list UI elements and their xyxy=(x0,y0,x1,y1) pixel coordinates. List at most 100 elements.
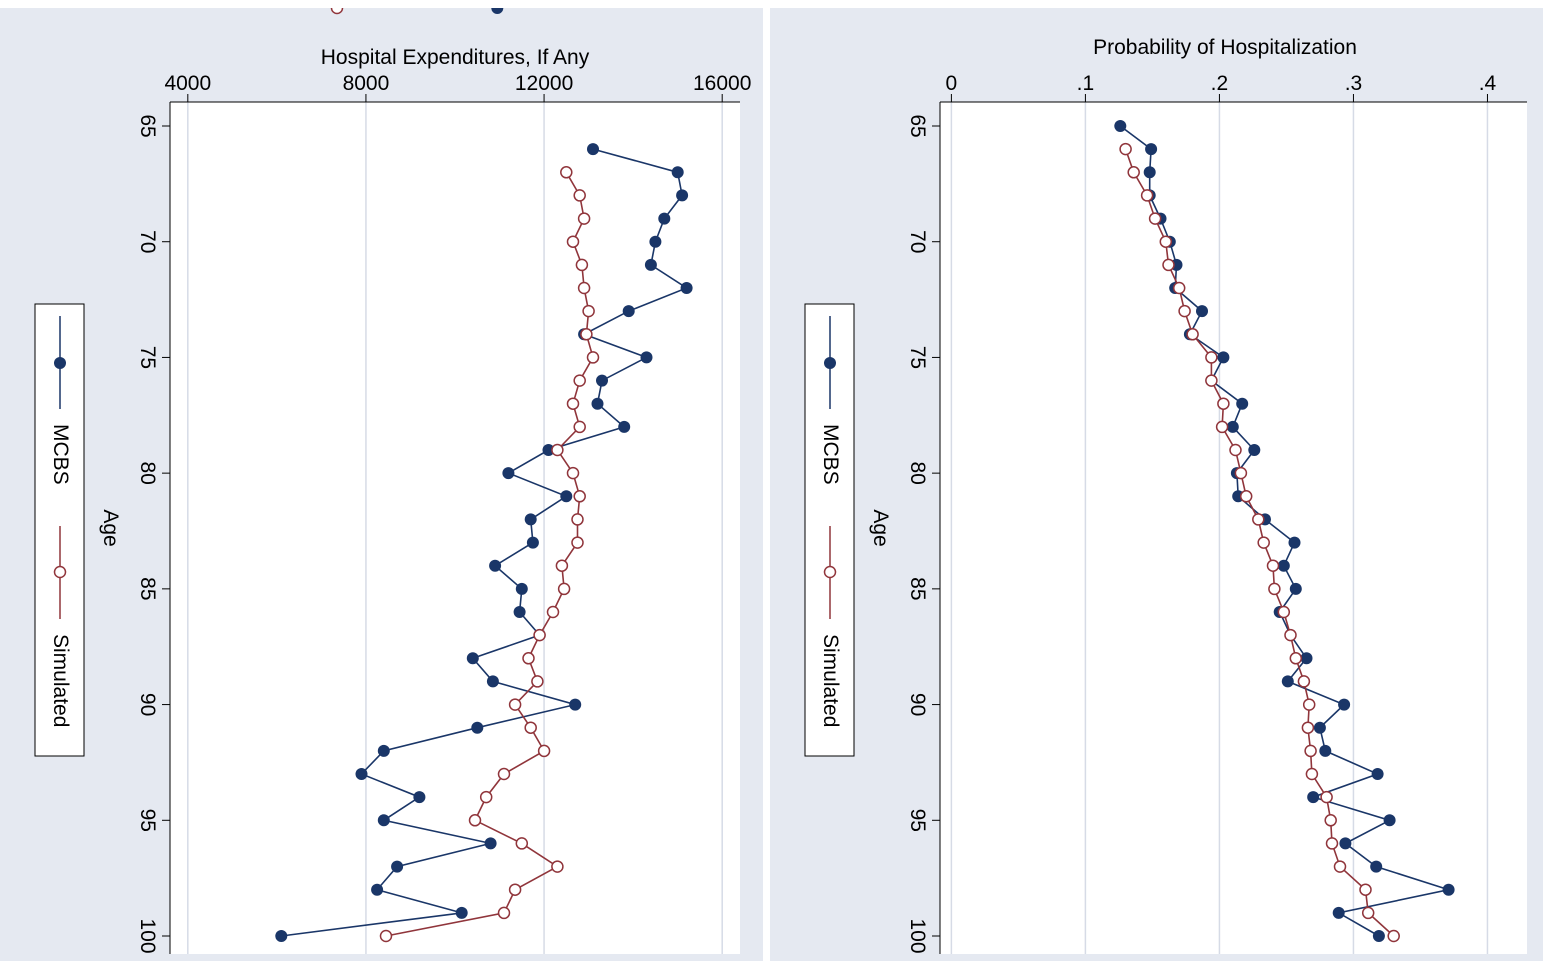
chart-panel-probability-of-hospitalization: Probability of Hospitalization 0 .1 .2 .3 .4… xyxy=(770,8,1543,961)
point-mcbs-age-68 xyxy=(676,189,689,202)
point-simulated-age-91 xyxy=(1301,721,1315,734)
y-tick-label-85: 85 xyxy=(906,577,929,600)
point-mcbs-age-89 xyxy=(1281,675,1294,688)
point-mcbs-age-77 xyxy=(1236,397,1249,410)
x-tick-label-4000: 4000 xyxy=(164,72,211,95)
point-simulated-age-96 xyxy=(1325,837,1339,850)
point-mcbs-age-75 xyxy=(640,351,653,364)
point-simulated-age-77 xyxy=(1217,397,1230,410)
point-mcbs-age-93 xyxy=(1371,768,1384,780)
point-simulated-age-69 xyxy=(577,212,591,225)
point-mcbs-age-92 xyxy=(1319,744,1332,757)
point-simulated-age-72 xyxy=(1172,281,1186,295)
point-mcbs-age-84 xyxy=(489,559,502,572)
x-axis-title: Hospital Expenditures, If Any xyxy=(321,46,590,69)
point-simulated-age-71 xyxy=(1162,258,1175,272)
legend: MCBS Simulated xyxy=(34,303,85,757)
point-mcbs-age-69 xyxy=(658,212,671,225)
point-mcbs-age-73 xyxy=(1196,305,1208,318)
point-simulated-age-68 xyxy=(573,189,586,202)
point-simulated-age-100 xyxy=(1387,929,1400,943)
y-tick-label-70: 70 xyxy=(136,230,159,253)
point-simulated-age-78 xyxy=(573,420,586,434)
legend-label-mcbs: MCBS xyxy=(49,424,72,485)
point-simulated-age-92 xyxy=(537,744,551,758)
legend-marker-simulated xyxy=(53,565,67,579)
point-mcbs-age-72 xyxy=(680,282,693,294)
point-simulated-age-94 xyxy=(1320,790,1333,804)
point-simulated-age-73 xyxy=(582,304,595,318)
point-mcbs-age-90 xyxy=(1338,698,1351,711)
point-simulated-age-75 xyxy=(586,351,600,364)
point-mcbs-age-82 xyxy=(524,513,537,526)
point-mcbs-age-99 xyxy=(1332,906,1345,919)
point-mcbs-age-75 xyxy=(1217,351,1230,364)
y-tick-label-70: 70 xyxy=(906,230,929,253)
y-tick-label-90: 90 xyxy=(906,693,929,716)
point-mcbs-age-73 xyxy=(622,305,635,318)
point-mcbs-age-100 xyxy=(275,930,288,942)
point-simulated-age-89 xyxy=(531,675,544,688)
point-mcbs-age-95 xyxy=(377,814,390,827)
point-simulated-age-80 xyxy=(1234,466,1248,480)
point-simulated-age-89 xyxy=(1297,675,1311,688)
point-mcbs-age-79 xyxy=(542,444,555,456)
point-simulated-age-93 xyxy=(1305,767,1319,781)
x-tick-label-0: 0 xyxy=(946,72,958,95)
point-simulated-age-86 xyxy=(546,605,560,619)
point-simulated-age-88 xyxy=(522,652,535,665)
chart-hospital-expenditures: Hospital Expenditures, If Any 4000 8000 12… xyxy=(34,8,751,954)
x-tick-label-1: .1 xyxy=(1077,72,1095,95)
point-simulated-age-87 xyxy=(1284,628,1297,642)
point-mcbs-age-92 xyxy=(377,744,390,757)
point-mcbs-age-78 xyxy=(1226,420,1239,433)
point-mcbs-age-93 xyxy=(355,768,368,780)
point-simulated-age-92 xyxy=(1304,744,1317,758)
point-mcbs-age-83 xyxy=(526,536,539,549)
point-simulated-age-69 xyxy=(1148,212,1162,225)
point-simulated-age-98 xyxy=(508,883,522,896)
chart-panel-hospital-expenditures: Hospital Expenditures, If Any 4000 8000 12… xyxy=(0,8,763,961)
y-tick-label-65: 65 xyxy=(136,114,159,137)
legend-marker-mcbs xyxy=(54,357,66,369)
point-mcbs-age-99 xyxy=(455,906,468,919)
point-simulated-age-98 xyxy=(1359,883,1372,896)
point-mcbs-age-88 xyxy=(1300,652,1313,665)
y-tick-label-80: 80 xyxy=(906,461,929,484)
point-simulated-age-83 xyxy=(571,536,584,549)
point-mcbs-age-70 xyxy=(649,235,662,248)
plot-area xyxy=(170,102,740,954)
point-mcbs-age-66 xyxy=(587,143,599,156)
y-tick-label-95: 95 xyxy=(906,809,929,832)
point-simulated-age-95 xyxy=(1324,814,1337,827)
point-simulated-age-91 xyxy=(524,721,537,734)
x-tick-label-12000: 12000 xyxy=(515,72,573,95)
legend: MCBS Simulated xyxy=(804,303,855,757)
point-simulated-age-84 xyxy=(1266,559,1280,572)
y-tick-label-75: 75 xyxy=(136,346,159,369)
chart-probability-of-hospitalization: Probability of Hospitalization 0 .1 .2 .3 .4… xyxy=(804,36,1527,954)
x-tick-label-3: .3 xyxy=(1345,72,1363,95)
point-mcbs-age-65 xyxy=(1114,120,1127,132)
point-mcbs-age-98 xyxy=(1442,883,1455,896)
y-tick-label-75: 75 xyxy=(906,346,929,369)
series-line-simulated xyxy=(385,171,594,937)
point-mcbs-age-94 xyxy=(1307,791,1320,804)
point-simulated-age-70 xyxy=(1159,235,1173,248)
point-simulated-age-67 xyxy=(560,166,573,179)
point-mcbs-age-91 xyxy=(1313,721,1326,734)
point-mcbs-age-97 xyxy=(1370,860,1383,873)
point-simulated-age-97 xyxy=(551,860,564,873)
point-simulated-age-79 xyxy=(1229,443,1242,457)
legend-marker-simulated xyxy=(823,565,837,579)
y-tick-label-100: 100 xyxy=(136,918,159,953)
point-simulated-age-73 xyxy=(1178,304,1191,318)
point-simulated-age-81 xyxy=(1239,490,1253,503)
point-simulated-age-85 xyxy=(557,582,571,596)
point-mcbs-age-77 xyxy=(591,397,604,410)
point-simulated-age-76 xyxy=(573,374,586,387)
point-mcbs-age-97 xyxy=(391,860,404,873)
y-axis-title: Age xyxy=(99,509,122,546)
x-tick-label-16000: 16000 xyxy=(693,72,751,95)
y-tick-label-80: 80 xyxy=(136,461,159,484)
